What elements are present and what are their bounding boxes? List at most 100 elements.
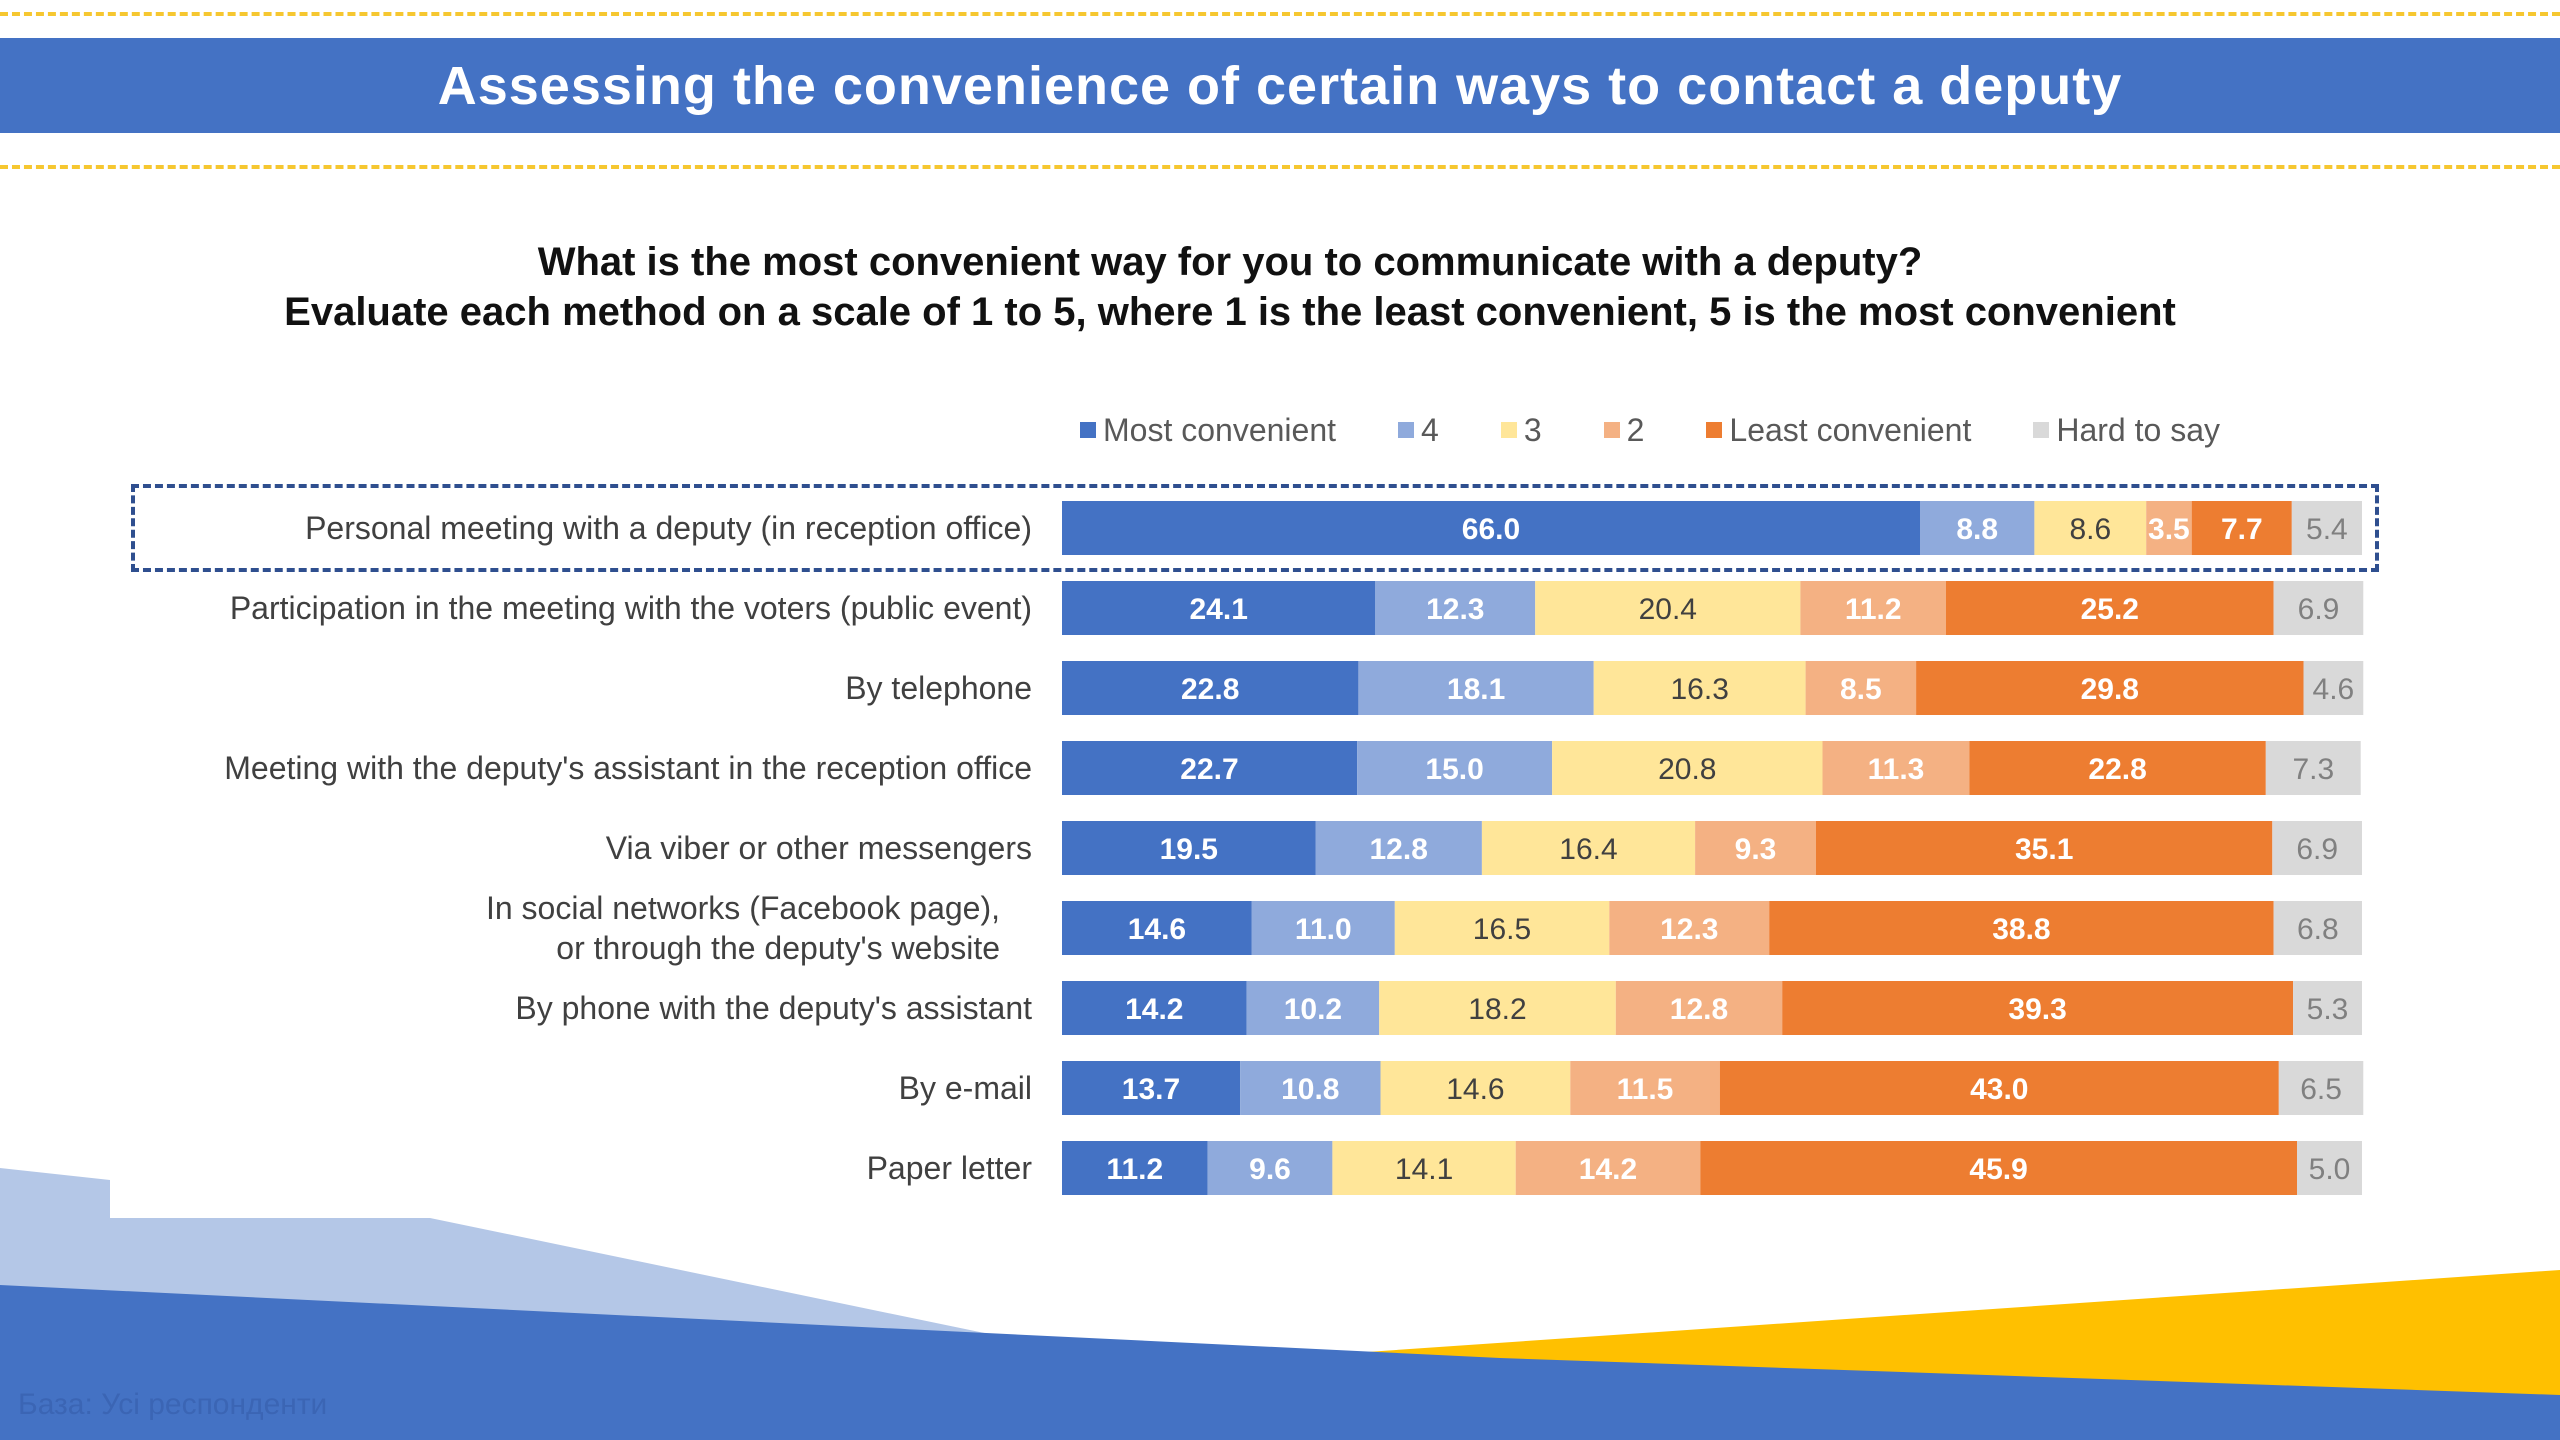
bar-segment — [1700, 1141, 2297, 1195]
data-label: 6.5 — [2300, 1073, 2342, 1106]
bar-segment — [1515, 1141, 1701, 1195]
data-label: 16.4 — [1559, 833, 1617, 866]
data-label: 10.8 — [1281, 1073, 1339, 1106]
data-label: 20.4 — [1639, 593, 1697, 626]
category-label: In social networks (Facebook page), or th… — [486, 890, 1000, 966]
data-label: 14.2 — [1579, 1153, 1637, 1186]
bar-segment — [1315, 821, 1482, 875]
data-label: 10.2 — [1284, 993, 1342, 1026]
question-line-2: Evaluate each method on a scale of 1 to … — [284, 290, 2176, 334]
bottom-dashed-line — [0, 165, 2560, 169]
data-label: 16.3 — [1671, 673, 1729, 706]
data-label: 11.0 — [1295, 913, 1352, 946]
data-label: 11.3 — [1868, 753, 1925, 786]
bar-segment — [1380, 1061, 1571, 1115]
bar-segment — [1782, 981, 2294, 1035]
data-label: 19.5 — [1160, 833, 1218, 866]
bar-segment — [1822, 741, 1970, 795]
bar-segment — [1570, 1061, 1720, 1115]
data-label: 4.6 — [2313, 673, 2355, 706]
bar-segment — [1332, 1141, 1516, 1195]
data-label: 12.8 — [1670, 993, 1728, 1026]
title-banner: Assessing the convenience of certain way… — [0, 38, 2560, 133]
bar-segment — [2303, 661, 2364, 715]
category-label: Personal meeting with a deputy (in recep… — [305, 510, 1032, 546]
bar-segment — [1375, 581, 1536, 635]
data-label: 45.9 — [1969, 1153, 2027, 1186]
data-label: 8.8 — [1956, 513, 1998, 546]
bar-segment — [1062, 981, 1247, 1035]
bar-segment — [1805, 661, 1917, 715]
bar-segment — [1062, 1061, 1241, 1115]
data-label: 6.9 — [2298, 593, 2340, 626]
data-label: 39.3 — [2008, 993, 2066, 1026]
data-label: 8.6 — [2069, 513, 2111, 546]
category-label: Via viber or other messengers — [606, 830, 1032, 866]
bar-segment — [2272, 821, 2362, 875]
bar-segment — [1062, 661, 1359, 715]
legend-item: 3 — [1500, 412, 1542, 449]
bar-segment — [1207, 1141, 1333, 1195]
category-label: Participation in the meeting with the vo… — [230, 590, 1032, 626]
legend-swatch — [1500, 422, 1517, 438]
bar-segment — [1609, 901, 1770, 955]
data-label: 8.5 — [1840, 673, 1882, 706]
data-label: 29.8 — [2081, 673, 2139, 706]
data-label: 66.0 — [1462, 513, 1520, 546]
bar-segment — [2293, 981, 2362, 1035]
legend-label: Most convenient — [1103, 411, 1337, 448]
data-label: 38.8 — [1992, 913, 2050, 946]
data-label: 14.6 — [1446, 1073, 1504, 1106]
bar-segment — [1800, 581, 1946, 635]
data-label: 12.3 — [1660, 913, 1718, 946]
data-label: 5.3 — [2307, 993, 2349, 1026]
legend-swatch — [1398, 422, 1415, 438]
legend-label: Hard to say — [2056, 411, 2220, 448]
bar-segment — [1719, 1061, 2279, 1115]
data-label: 35.1 — [2015, 833, 2073, 866]
bar-segment — [2291, 501, 2362, 555]
data-label: 13.7 — [1122, 1073, 1180, 1106]
bar-segment — [1240, 1061, 1381, 1115]
bar-segment — [1920, 501, 2035, 555]
data-label: 24.1 — [1190, 593, 1248, 626]
bar-segment — [1969, 741, 2266, 795]
data-label: 6.9 — [2296, 833, 2338, 866]
legend-swatch — [1603, 422, 1620, 438]
bar-segment — [1552, 741, 1823, 795]
bar-segment — [1379, 981, 1616, 1035]
legend-label: 2 — [1626, 411, 1645, 448]
data-label: 20.8 — [1658, 753, 1716, 786]
legend-item: Most convenient — [1080, 412, 1336, 449]
bar-segment — [1916, 661, 2304, 715]
bar-segment — [2146, 501, 2192, 555]
data-label: 5.0 — [2309, 1153, 2351, 1186]
bar-segment — [1062, 581, 1376, 635]
data-label: 14.1 — [1395, 1153, 1453, 1186]
bar-segment — [1593, 661, 1806, 715]
bar-segment — [2278, 1061, 2364, 1115]
top-dashed-line — [0, 12, 2560, 16]
page-title: Assessing the convenience of certain way… — [437, 55, 2123, 116]
legend-label: 4 — [1421, 411, 1439, 448]
bar-segment — [2034, 501, 2147, 555]
category-label: Paper letter — [867, 1150, 1033, 1186]
data-label: 9.6 — [1249, 1153, 1291, 1186]
category-label: Meeting with the deputy's assistant in t… — [224, 750, 1032, 786]
bar-segment — [1251, 901, 1395, 955]
highlighted-row-frame — [131, 484, 2379, 572]
bar-segment — [1246, 981, 1380, 1035]
data-label: 12.8 — [1370, 833, 1428, 866]
data-label: 7.3 — [2292, 753, 2334, 786]
data-label: 16.5 — [1473, 913, 1531, 946]
data-label: 11.2 — [1845, 593, 1902, 626]
legend-item: 4 — [1398, 412, 1439, 449]
data-label: 3.5 — [2148, 513, 2190, 546]
bar-segment — [2191, 501, 2292, 555]
legend-label: Least convenient — [1729, 411, 1972, 448]
bar-segment — [2297, 1141, 2362, 1195]
bar-segment — [1481, 821, 1696, 875]
decor-dark-blue-shape — [0, 1285, 2560, 1440]
